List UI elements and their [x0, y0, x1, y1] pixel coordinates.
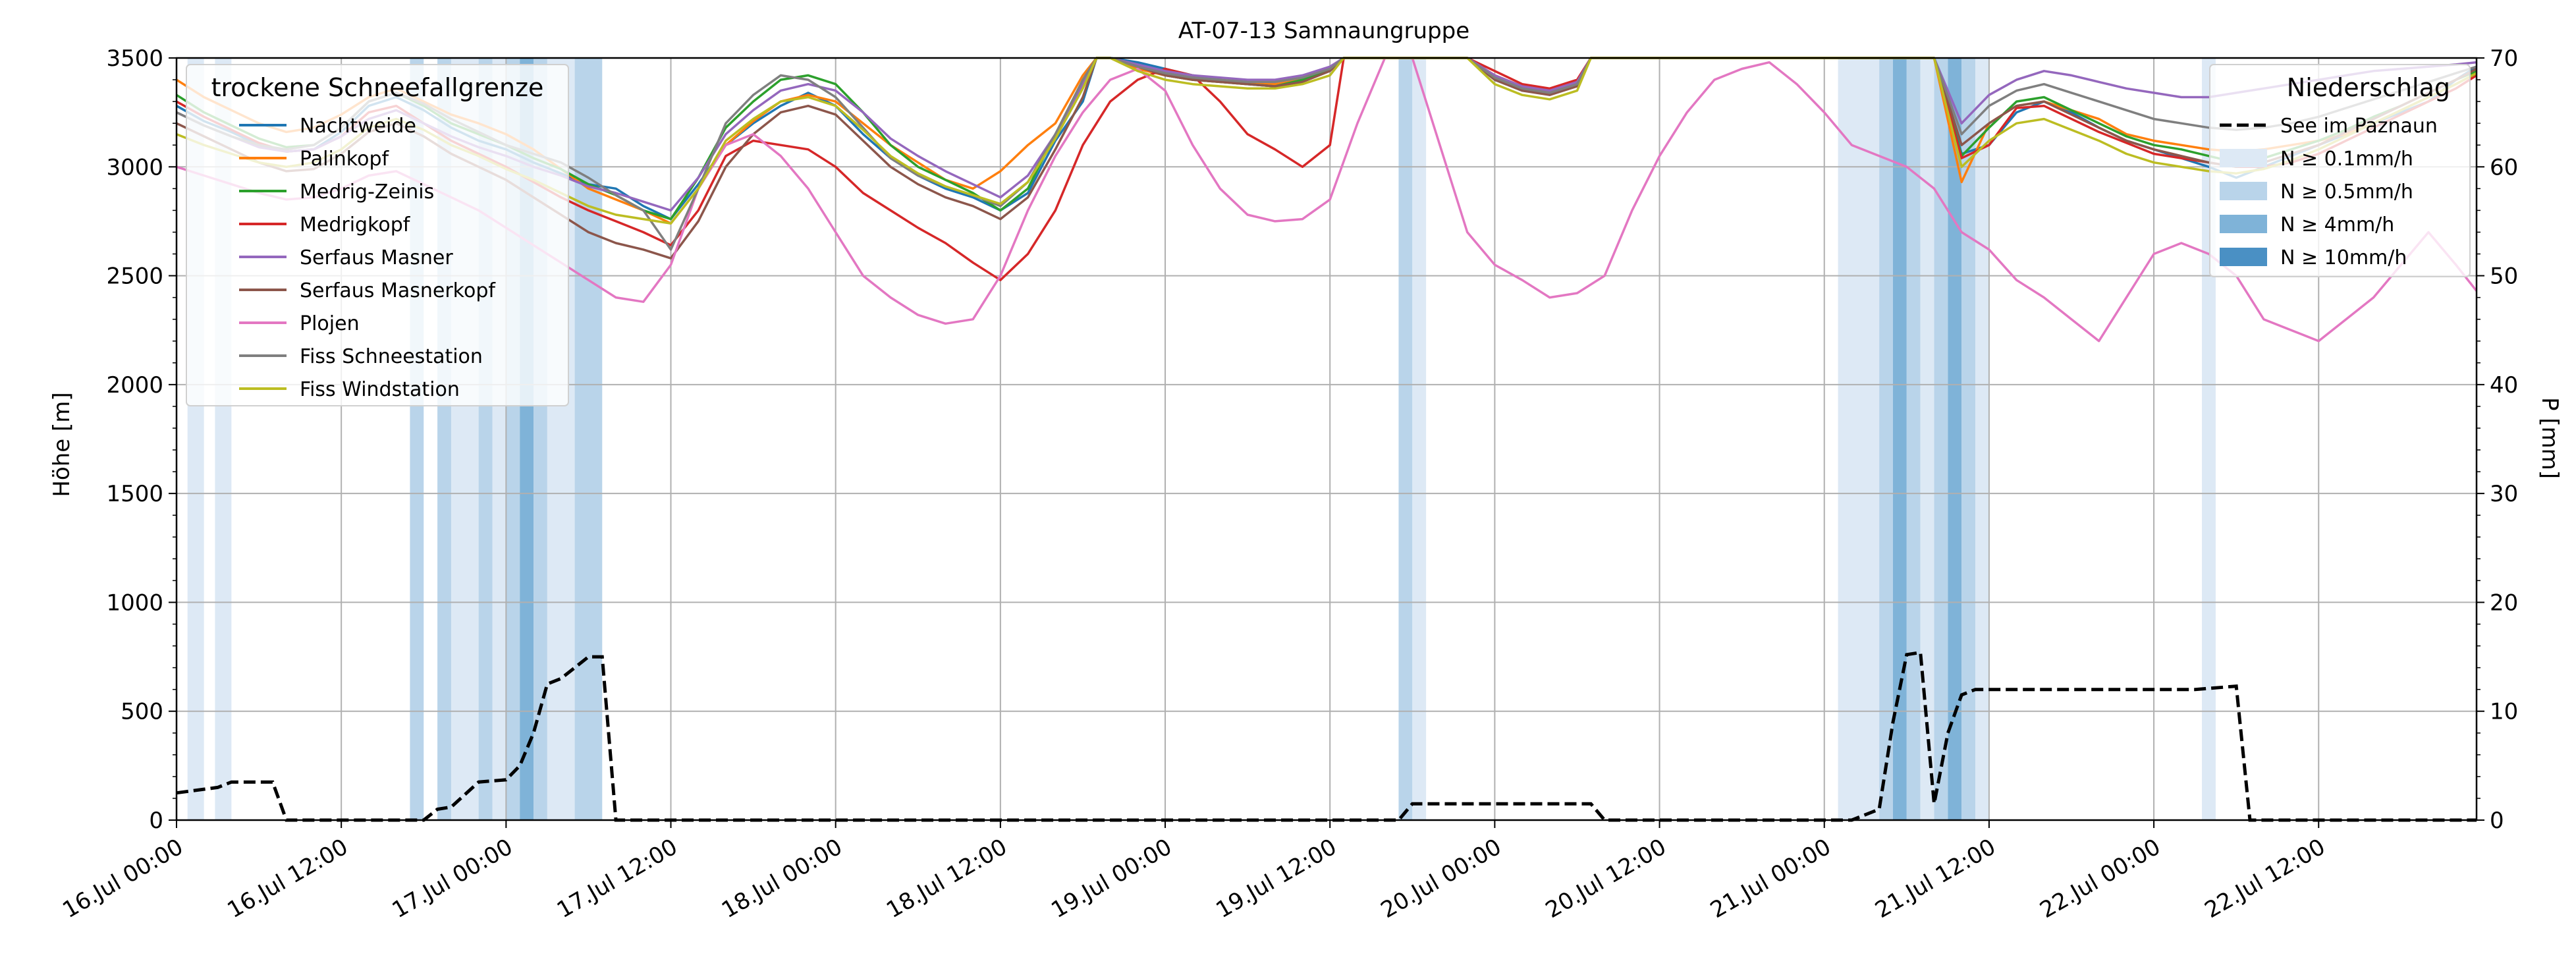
legend-left-label: Palinkopf	[300, 148, 390, 171]
y-tick-label: 3500	[106, 45, 163, 72]
legend-right-label: See im Paznaun	[2280, 115, 2438, 138]
legend-left-label: Medrig-Zeinis	[300, 180, 434, 204]
legend-left-label: Medrigkopf	[300, 213, 411, 236]
precip-band	[1948, 58, 1962, 820]
y-tick-label-right: 60	[2490, 154, 2518, 180]
legend-left-label: Fiss Windstation	[300, 378, 460, 401]
y-tick-label: 500	[121, 699, 163, 725]
precip-band	[1934, 58, 1948, 820]
legend-snowline: trockene Schneefallgrenze Nachtweide Palin…	[186, 64, 569, 406]
legend-right-swatch-box	[2220, 182, 2267, 200]
precip-band	[1412, 58, 1427, 820]
y-tick-label: 0	[149, 808, 163, 834]
y-tick-label: 3000	[106, 154, 163, 180]
legend-right-label: N ≥ 0.5mm/h	[2280, 180, 2413, 204]
precip-band	[1975, 58, 1989, 820]
precip-band	[1838, 58, 1880, 820]
y-tick-label-right: 20	[2490, 590, 2518, 616]
legend-precipitation: Niederschlag See im Paznaun N ≥ 0.1mm/h N ≥…	[2209, 64, 2471, 277]
legend-left-label: Serfaus Masner	[300, 246, 453, 269]
legend-left-label: Fiss Schneestation	[300, 345, 483, 368]
legend-left-label: Plojen	[300, 312, 360, 335]
precip-band	[1961, 58, 1976, 820]
precip-band	[1906, 58, 1921, 820]
legend-right-label: N ≥ 10mm/h	[2280, 246, 2407, 269]
y-tick-label: 2500	[106, 263, 163, 290]
y-tick-label: 1500	[106, 481, 163, 507]
plot-frame	[175, 57, 2478, 821]
legend-left-label: Serfaus Masnerkopf	[300, 279, 496, 302]
legend-right-swatch-box	[2220, 149, 2267, 167]
plot-border	[175, 57, 2478, 821]
y-axis-label-right: P [mm]	[2536, 397, 2563, 479]
precip-band	[1892, 58, 1907, 820]
y-tick-label-right: 0	[2490, 808, 2504, 834]
y-tick-label-right: 30	[2490, 481, 2518, 507]
legend-right-title: Niederschlag	[2287, 73, 2450, 102]
legend-left-box	[186, 64, 569, 406]
legend-left-label: Nachtweide	[300, 115, 416, 138]
precip-band	[1398, 58, 1413, 820]
precip-band	[1879, 58, 1893, 820]
y-axis-label: Höhe [m]	[49, 392, 75, 497]
legend-right-swatch-box	[2220, 248, 2267, 266]
y-tick-label-right: 50	[2490, 263, 2518, 290]
legend-right-swatch-box	[2220, 215, 2267, 233]
legend-right-label: N ≥ 0.1mm/h	[2280, 148, 2413, 171]
y-tick-label-right: 70	[2490, 45, 2518, 72]
y-tick-label: 1000	[106, 590, 163, 616]
y-tick-label-right: 10	[2490, 699, 2518, 725]
legend-left-title: trockene Schneefallgrenze	[211, 73, 544, 102]
precip-band	[1920, 58, 1934, 820]
y-tick-label-right: 40	[2490, 372, 2518, 399]
legend-right-box	[2209, 64, 2471, 277]
legend-right-label: N ≥ 4mm/h	[2280, 213, 2394, 236]
chart-title: AT-07-13 Samnaungruppe	[1178, 18, 1469, 44]
y-tick-label: 2000	[106, 372, 163, 399]
